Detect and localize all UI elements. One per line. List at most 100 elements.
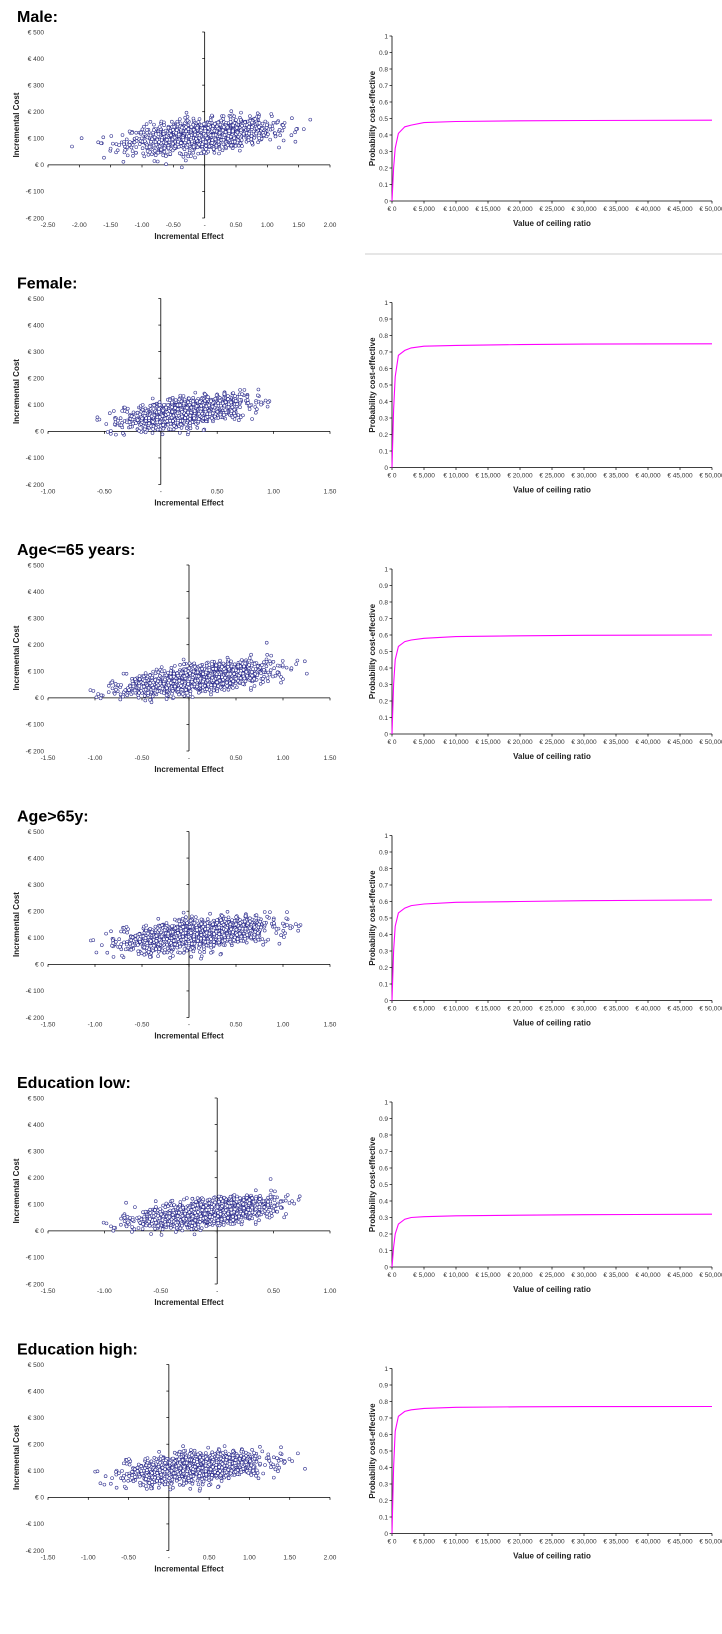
scatter-point xyxy=(177,145,180,148)
scatter-point xyxy=(226,144,229,147)
scatter-point xyxy=(170,666,173,669)
scatter-point xyxy=(184,688,187,691)
scatter-point xyxy=(184,159,187,162)
scatter-point xyxy=(267,133,270,136)
y-tick-label: € 300 xyxy=(28,615,45,622)
scatter-point xyxy=(233,115,236,118)
scatter-point xyxy=(231,406,234,409)
ceac-y-tick-label: 0.4 xyxy=(379,665,388,672)
ceac-x-tick-label: € 50,000 xyxy=(699,206,722,213)
scatter-point xyxy=(256,665,259,668)
scatter-point xyxy=(227,688,230,691)
scatter-point xyxy=(173,664,176,667)
scatter-point xyxy=(119,417,122,420)
scatter-point xyxy=(121,432,124,435)
scatter-point xyxy=(178,431,181,434)
ceac-x-tick-label: € 5,000 xyxy=(413,206,435,213)
scatter-point xyxy=(285,666,288,669)
scatter-point xyxy=(224,401,227,404)
x-axis-label: Incremental Effect xyxy=(154,1032,224,1041)
scatter-point xyxy=(205,664,208,667)
scatter-point xyxy=(281,678,284,681)
ceac-y-tick-label: 0.6 xyxy=(379,632,388,639)
scatter-point xyxy=(150,701,153,704)
scatter-point xyxy=(147,153,150,156)
scatter-point xyxy=(210,400,213,403)
scatter-point xyxy=(223,393,226,396)
ceac-y-tick-label: 0.6 xyxy=(379,366,388,373)
scatter-point xyxy=(153,129,156,132)
scatter-point xyxy=(226,684,229,687)
scatter-point xyxy=(102,136,105,139)
scatter-point xyxy=(230,110,233,113)
scatter-point xyxy=(106,951,109,954)
scatter-point xyxy=(179,394,182,397)
scatter-point xyxy=(132,154,135,157)
scatter-point xyxy=(210,663,213,666)
scatter-point xyxy=(124,689,127,692)
scatter-point xyxy=(141,403,144,406)
scatter-point xyxy=(215,673,218,676)
ceac-y-tick-label: 0.6 xyxy=(379,99,388,106)
scatter-point xyxy=(169,134,172,137)
ceac-y-tick-label: 0.7 xyxy=(379,616,388,623)
scatter-point xyxy=(109,429,112,432)
scatter-point xyxy=(192,128,195,131)
scatter-point xyxy=(247,139,250,142)
scatter-point xyxy=(168,679,171,682)
scatter-point xyxy=(239,142,242,145)
scatter-point xyxy=(156,680,159,683)
scatter-point xyxy=(169,672,172,675)
scatter-point xyxy=(189,422,192,425)
scatter-point xyxy=(227,658,230,661)
y-tick-label: € 300 xyxy=(28,882,45,889)
scatter-point xyxy=(184,152,187,155)
scatter-point xyxy=(199,410,202,413)
ceac-x-tick-label: € 0 xyxy=(387,739,396,746)
scatter-point xyxy=(197,675,200,678)
scatter-point xyxy=(169,153,172,156)
scatter-point xyxy=(278,128,281,131)
scatter-point xyxy=(160,666,163,669)
scatter-point xyxy=(194,156,197,159)
scatter-point xyxy=(246,674,249,677)
y-tick-label: € 300 xyxy=(28,82,45,89)
scatter-point xyxy=(143,414,146,417)
scatter-point xyxy=(189,672,192,675)
ceac-y-tick-label: 1 xyxy=(384,566,388,573)
scatter-point xyxy=(162,682,165,685)
x-tick-label: 1.50 xyxy=(324,1022,337,1029)
scatter-point xyxy=(181,415,184,418)
ceac-x-tick-label: € 15,000 xyxy=(475,739,501,746)
x-tick-label: 1.00 xyxy=(277,755,290,762)
scatter-point xyxy=(220,119,223,122)
ceac-x-tick-label: € 35,000 xyxy=(603,739,629,746)
scatter-point xyxy=(186,406,189,409)
scatter-point xyxy=(142,685,145,688)
scatter-point xyxy=(235,686,238,689)
scatter-point xyxy=(185,111,188,114)
scatter-point xyxy=(276,671,279,674)
scatter-point xyxy=(278,146,281,149)
scatter-point xyxy=(185,146,188,149)
ceac-x-tick-label: € 35,000 xyxy=(603,473,629,480)
scatter-point xyxy=(255,401,258,404)
scatter-point xyxy=(173,672,176,675)
scatter-point xyxy=(156,416,159,419)
scatter-point xyxy=(163,147,166,150)
scatter-point xyxy=(309,118,312,121)
scatter-point xyxy=(123,406,126,409)
scatter-point xyxy=(175,129,178,132)
scatter-point xyxy=(255,132,258,135)
panel-2: Age<=65 years:€ 500€ 400€ 300€ 200€ 100€… xyxy=(12,542,722,774)
scatter-point xyxy=(163,670,166,673)
scatter-point xyxy=(240,659,243,662)
scatter-point xyxy=(248,408,251,411)
scatter-point xyxy=(131,131,134,134)
scatter-point xyxy=(126,407,129,410)
scatter-point xyxy=(162,403,165,406)
y-tick-label: € 400 xyxy=(28,589,45,596)
scatter-point xyxy=(121,134,124,137)
scatter-point xyxy=(262,134,265,137)
scatter-point xyxy=(261,122,264,125)
